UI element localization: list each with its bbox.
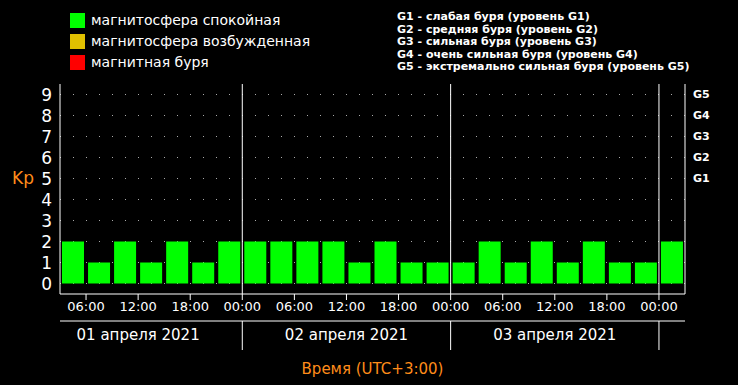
- svg-text:G3: G3: [693, 130, 710, 143]
- svg-text:G2: G2: [693, 151, 710, 164]
- svg-text:00:00: 00:00: [432, 299, 469, 314]
- html-text:G4 - очень сильная буря (урове: G4 - очень сильная буря (уровень G4): [397, 47, 638, 61]
- svg-text:02 апреля 2021: 02 апреля 2021: [285, 326, 408, 344]
- html-text:G3 - сильная буря (уровень G3): G3 - сильная буря (уровень G3): [397, 35, 597, 48]
- svg-text:5: 5: [41, 169, 52, 189]
- svg-text:12:00: 12:00: [536, 299, 573, 314]
- svg-text:9: 9: [41, 85, 52, 105]
- svg-text:G4: G4: [693, 109, 710, 122]
- svg-text:2: 2: [41, 232, 52, 252]
- svg-text:12:00: 12:00: [119, 299, 156, 314]
- svg-text:06:00: 06:00: [484, 299, 521, 314]
- svg-text:18:00: 18:00: [588, 299, 625, 314]
- html-text:G1 - слабая буря (уровень G1): G1 - слабая буря (уровень G1): [397, 10, 590, 23]
- svg-text:00:00: 00:00: [640, 299, 677, 314]
- svg-text:0: 0: [41, 274, 52, 294]
- svg-text:G5: G5: [693, 88, 710, 101]
- svg-text:3: 3: [41, 211, 52, 231]
- svg-text:12:00: 12:00: [328, 299, 365, 314]
- svg-text:18:00: 18:00: [171, 299, 208, 314]
- svg-text:7: 7: [41, 127, 52, 147]
- svg-text:8: 8: [41, 106, 52, 126]
- svg-text:18:00: 18:00: [380, 299, 417, 314]
- html-text:G2 - средняя буря (уровень G2): G2 - средняя буря (уровень G2): [397, 22, 598, 36]
- html-text:Kp: Kp: [12, 168, 34, 188]
- svg-text:03 апреля 2021: 03 апреля 2021: [493, 326, 616, 344]
- html-text:магнитосфера спокойная: магнитосфера спокойная: [91, 12, 281, 28]
- html-text:G5 - экстремально сильная буря: G5 - экстремально сильная буря (уровень …: [397, 60, 690, 73]
- svg-text:G1: G1: [693, 172, 710, 185]
- html-text:магнитосфера возбужденная: магнитосфера возбужденная: [91, 33, 311, 49]
- svg-text:06:00: 06:00: [276, 299, 313, 314]
- svg-text:01 апреля 2021: 01 апреля 2021: [77, 326, 200, 344]
- svg-text:6: 6: [41, 148, 52, 168]
- svg-text:Время (UTC+3:00): Время (UTC+3:00): [302, 360, 444, 378]
- svg-text:06:00: 06:00: [67, 299, 104, 314]
- svg-text:1: 1: [41, 253, 52, 273]
- html-text:магнитная буря: магнитная буря: [91, 54, 209, 70]
- svg-text:4: 4: [41, 190, 52, 210]
- svg-text:00:00: 00:00: [224, 299, 261, 314]
